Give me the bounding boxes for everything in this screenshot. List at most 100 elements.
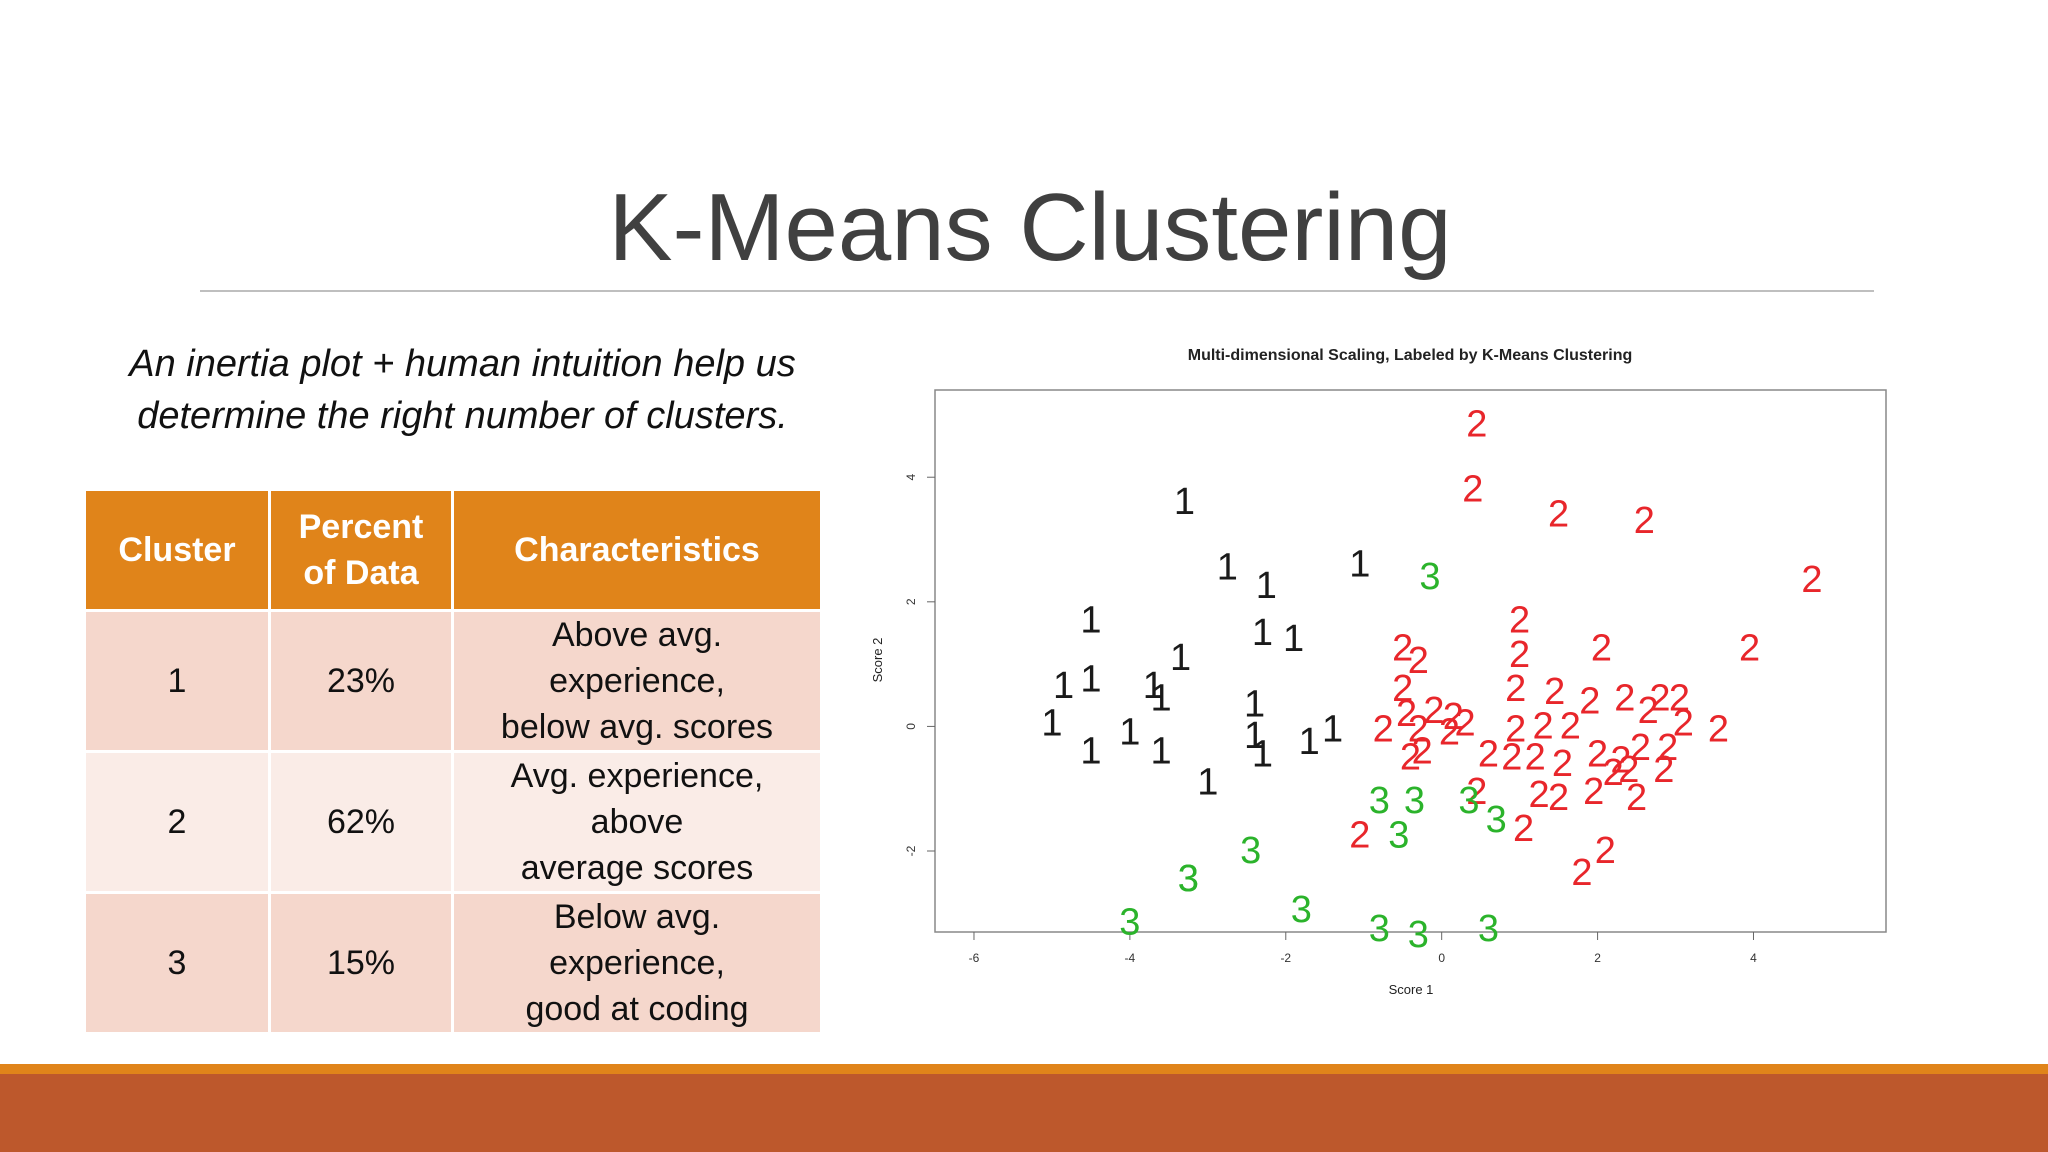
data-point: 2 [1649,677,1670,719]
data-point: 2 [1392,668,1413,710]
data-point: 1 [1143,665,1164,707]
data-point: 2 [1454,702,1475,744]
x-tick-label: 2 [1594,951,1601,965]
data-point: 1 [1150,677,1171,719]
footer-band [0,1074,2048,1152]
data-point: 1 [1322,709,1343,751]
data-point: 3 [1369,780,1390,822]
data-point: 2 [1587,733,1608,775]
table-row: 2 62% Avg. experience, above average sco… [83,750,823,894]
data-point: 1 [1217,547,1238,589]
data-point: 3 [1478,908,1499,950]
data-point: 1 [1256,565,1277,607]
data-point: 1 [1252,612,1273,654]
cell-characteristics: Above avg. experience, below avg. scores [451,609,823,753]
data-point: 2 [1583,771,1604,813]
data-point: 1 [1119,712,1140,754]
data-point: 2 [1400,737,1421,779]
x-tick-label: 4 [1750,951,1757,965]
data-point: 2 [1466,771,1487,813]
data-point: 2 [1657,727,1678,769]
header-percent-line-2: of Data [303,554,419,592]
data-point: 1 [1244,715,1265,757]
data-point: 3 [1240,830,1261,872]
plot-border [934,389,1887,933]
data-point: 1 [1080,730,1101,772]
x-axis: -6 -4 -2 0 2 4 [969,932,1757,965]
data-point: 3 [1486,799,1507,841]
data-point: 2 [1610,740,1631,782]
y-tick-label: 2 [904,598,918,605]
data-point: 3 [1291,889,1312,931]
data-point: 2 [1466,403,1487,445]
y-axis: -2 0 2 4 [904,474,935,856]
data-point: 1 [1283,618,1304,660]
x-tick-label: -2 [1280,951,1291,965]
data-point: 2 [1412,730,1433,772]
table-row: 1 23% Above avg. experience, below avg. … [83,609,823,753]
characteristics-line-2: good at coding [525,990,749,1028]
data-point: 2 [1509,600,1530,642]
header-percent-line-1: Percent [298,508,424,546]
data-point: 1 [1174,481,1195,523]
data-point: 3 [1119,902,1140,944]
data-point: 2 [1505,668,1526,710]
cell-cluster: 3 [83,891,271,1035]
data-point: 2 [1595,830,1616,872]
characteristics-line-1: Avg. experience, above [510,757,764,841]
table-header-row: Cluster Percent of Data Characteristics [83,488,823,612]
data-point: 2 [1529,774,1550,816]
data-point: 1 [1197,761,1218,803]
data-point: 3 [1404,780,1425,822]
y-axis-label: Score 2 [870,638,885,683]
x-tick-label: -4 [1125,951,1136,965]
data-point: 1 [1349,543,1370,585]
data-point: 2 [1349,814,1370,856]
data-point: 2 [1571,852,1592,894]
data-point: 2 [1532,705,1553,747]
data-point: 2 [1509,634,1530,676]
data-point: 3 [1458,780,1479,822]
data-point: 2 [1603,752,1624,794]
characteristics-line-1: Below avg. experience, [549,898,725,982]
x-tick-label: 0 [1438,951,1445,965]
data-point: 2 [1513,808,1534,850]
data-point: 2 [1801,559,1822,601]
data-point: 2 [1548,777,1569,819]
title-divider [200,290,1874,292]
data-point: 3 [1408,914,1429,956]
header-percent: Percent of Data [268,488,454,612]
plot-frame [934,389,1887,933]
data-point: 1 [1299,721,1320,763]
data-point: 2 [1560,705,1581,747]
data-point: 2 [1638,690,1659,732]
data-point: 2 [1548,494,1569,536]
mds-scatter-chart: Multi-dimensional Scaling, Labeled by K-… [870,347,1887,997]
table-row: 3 15% Below avg. experience, good at cod… [83,891,823,1035]
header-characteristics: Characteristics [451,488,823,612]
characteristics-line-2: average scores [520,849,754,887]
data-point: 2 [1396,693,1417,735]
data-point: 1 [1252,733,1273,775]
footer-accent-stripe [0,1064,2048,1074]
header-cluster: Cluster [83,488,271,612]
data-point: 3 [1419,556,1440,598]
data-point: 1 [1080,600,1101,642]
cell-cluster: 1 [83,609,271,753]
subtitle-line-1: An inertia plot + human intuition help u… [129,343,796,385]
data-point: 2 [1626,777,1647,819]
data-point: 2 [1392,628,1413,670]
data-point: 2 [1373,709,1394,751]
subtitle-line-2: determine the right number of clusters. [137,395,788,437]
y-tick-label: -2 [904,845,918,856]
slide-subtitle: An inertia plot + human intuition help u… [95,338,830,442]
data-point: 2 [1501,737,1522,779]
data-point: 2 [1630,727,1651,769]
x-tick-label: -6 [969,951,980,965]
cell-characteristics: Below avg. experience, good at coding [451,891,823,1035]
data-point: 2 [1673,702,1694,744]
cell-percent: 23% [268,609,454,753]
